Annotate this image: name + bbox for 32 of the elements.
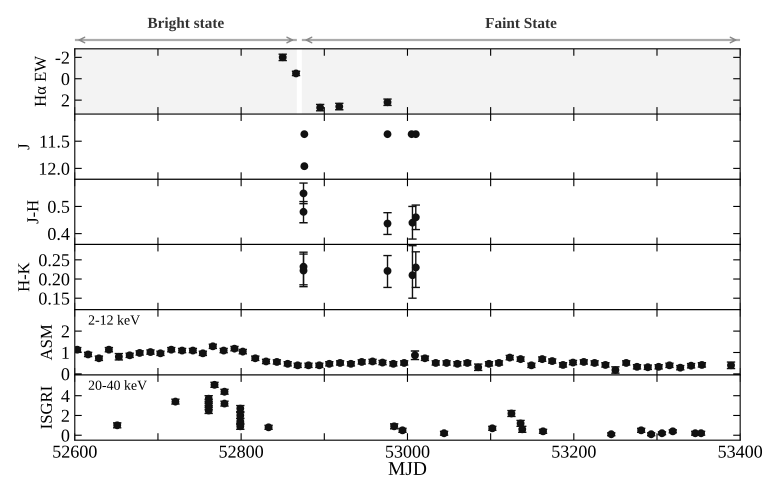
y-tick-label: 2 [62,325,69,338]
y-tick-label: 2 [62,94,69,106]
x-tick-label: 52800 [220,446,264,458]
y-tick-label: 0 [62,429,70,442]
x-tick-label: 53400 [718,446,762,458]
x-axis-title: MJD [388,462,426,476]
y-axis-title: ISGRI [40,386,52,429]
band-label: Bright state [148,17,224,32]
x-tick-label: 52600 [53,446,97,458]
band-label: Faint State [485,17,556,28]
y-tick-label: 2 [62,410,69,422]
y-tick-label: 0.20 [39,273,70,286]
x-tick-label: 53000 [386,446,430,458]
y-tick-label: 0 [62,368,70,380]
y-axis-title: ASM [40,324,52,360]
y-tick-label: 0.15 [39,292,70,305]
y-axis-title: J-H [27,200,38,224]
y-tick-label: -2 [56,52,69,64]
y-tick-label: 11.5 [40,136,70,148]
annotation: 2-12 keV [88,314,140,325]
y-tick-label: 0.5 [48,200,70,213]
y-tick-label: 1 [62,346,69,359]
y-axis-title: H-K [18,262,30,292]
y-tick-label: 0 [62,73,70,86]
y-tick-label: 4 [61,390,70,402]
y-axis-title: Hα EW [34,56,46,106]
x-tick-label: 53200 [552,446,596,458]
y-tick-label: 0.25 [39,254,70,266]
y-tick-label: 12.0 [40,162,70,175]
y-tick-label: 0.4 [48,228,70,240]
y-axis-title: J [18,144,30,150]
annotation: 20-40 keV [88,380,147,390]
